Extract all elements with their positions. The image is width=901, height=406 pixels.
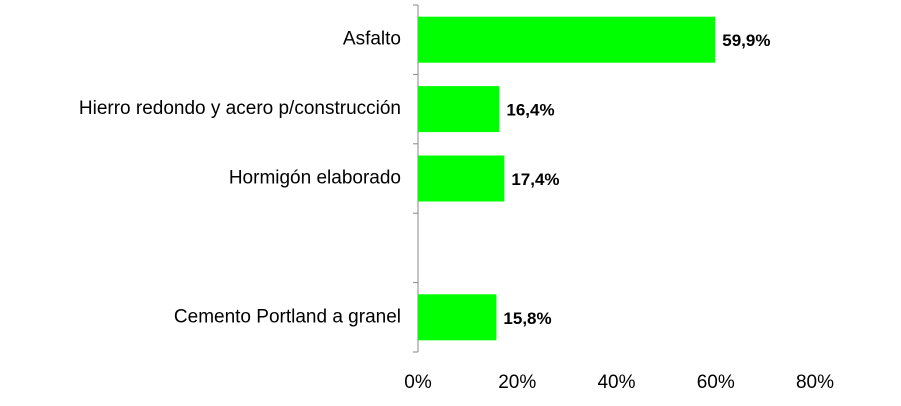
x-tick-label: 60%	[697, 372, 735, 393]
y-tick-label: Hierro redondo y acero p/construcción	[79, 98, 401, 119]
x-tick-label: 0%	[404, 372, 432, 393]
y-tick-label: Hormigón elaborado	[229, 168, 401, 189]
value-label: 16,4%	[506, 101, 554, 120]
bar	[418, 86, 500, 133]
x-tick-label: 80%	[796, 372, 834, 393]
value-label: 15,8%	[503, 309, 551, 328]
bar	[418, 294, 497, 341]
value-label: 59,9%	[722, 31, 770, 50]
x-tick-label: 20%	[498, 372, 536, 393]
value-label: 17,4%	[511, 170, 559, 189]
y-tick-label: Cemento Portland a granel	[174, 306, 401, 327]
y-tick-label: Asfalto	[343, 29, 401, 50]
bar	[418, 16, 716, 63]
bar	[418, 155, 505, 202]
x-tick-label: 40%	[597, 372, 635, 393]
